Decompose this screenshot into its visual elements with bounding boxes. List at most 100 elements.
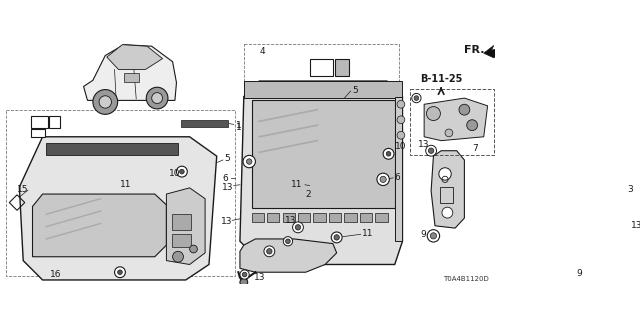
Circle shape: [295, 225, 301, 230]
Bar: [360, 212, 372, 222]
Circle shape: [285, 239, 291, 244]
Text: 1: 1: [236, 121, 242, 130]
Bar: [252, 100, 395, 208]
Circle shape: [589, 203, 603, 217]
Text: FR.: FR.: [465, 45, 485, 55]
Circle shape: [467, 120, 477, 131]
Text: 4: 4: [259, 47, 265, 56]
Bar: [329, 212, 341, 222]
Circle shape: [623, 225, 628, 231]
Circle shape: [240, 270, 249, 279]
Text: 13: 13: [285, 216, 296, 225]
Bar: [49, 116, 60, 128]
Bar: [282, 212, 295, 222]
Bar: [310, 60, 333, 76]
Bar: [252, 212, 264, 222]
Circle shape: [439, 168, 451, 180]
Circle shape: [189, 245, 197, 253]
Text: 15: 15: [17, 185, 29, 194]
Circle shape: [243, 155, 255, 168]
Bar: [47, 143, 178, 155]
Text: 9: 9: [420, 230, 426, 239]
Circle shape: [397, 100, 404, 108]
Bar: [172, 214, 191, 230]
Text: 6: 6: [222, 174, 228, 183]
Circle shape: [152, 93, 163, 103]
Text: 11: 11: [362, 229, 374, 238]
Text: 13: 13: [222, 183, 234, 192]
Bar: [124, 73, 140, 82]
Circle shape: [428, 148, 434, 153]
Circle shape: [377, 173, 389, 186]
Circle shape: [115, 267, 125, 278]
Circle shape: [589, 244, 603, 258]
Circle shape: [459, 104, 470, 115]
Circle shape: [284, 236, 292, 246]
Circle shape: [412, 93, 421, 103]
Text: 1: 1: [236, 123, 242, 132]
Bar: [181, 120, 228, 127]
Polygon shape: [107, 45, 163, 69]
Text: 16: 16: [51, 270, 62, 279]
Polygon shape: [431, 151, 465, 228]
Text: 13: 13: [254, 273, 266, 282]
Circle shape: [383, 148, 394, 159]
Circle shape: [147, 87, 168, 109]
Circle shape: [414, 96, 419, 100]
Polygon shape: [484, 45, 503, 58]
Text: 6: 6: [395, 173, 401, 182]
Text: 7: 7: [472, 144, 478, 153]
Bar: [314, 212, 326, 222]
Circle shape: [292, 222, 303, 233]
Text: T0A4B1120D: T0A4B1120D: [444, 276, 489, 282]
Bar: [31, 129, 45, 137]
Circle shape: [118, 270, 122, 275]
Polygon shape: [33, 194, 166, 257]
Circle shape: [587, 271, 593, 278]
Polygon shape: [240, 239, 337, 272]
Bar: [244, 44, 399, 164]
Text: 5: 5: [225, 154, 230, 163]
Circle shape: [397, 116, 404, 124]
Circle shape: [177, 166, 188, 177]
Text: 11: 11: [291, 180, 303, 189]
Circle shape: [430, 233, 436, 239]
Text: 11: 11: [120, 180, 131, 189]
Text: 9: 9: [577, 269, 582, 278]
Circle shape: [584, 268, 596, 281]
Text: 3: 3: [627, 185, 633, 194]
Bar: [298, 212, 310, 222]
Text: 10: 10: [395, 141, 406, 151]
Circle shape: [243, 272, 247, 277]
Bar: [410, 89, 494, 155]
Circle shape: [442, 207, 452, 218]
Circle shape: [332, 232, 342, 243]
Bar: [31, 116, 48, 128]
Circle shape: [380, 176, 386, 182]
Circle shape: [620, 223, 631, 234]
Text: 13: 13: [221, 217, 232, 227]
Polygon shape: [19, 137, 217, 280]
Polygon shape: [84, 45, 177, 100]
Circle shape: [334, 235, 339, 240]
Circle shape: [173, 251, 184, 262]
Bar: [376, 212, 388, 222]
Bar: [335, 60, 349, 76]
Polygon shape: [166, 188, 205, 265]
Circle shape: [607, 236, 616, 246]
Text: 10: 10: [169, 169, 180, 179]
Polygon shape: [582, 191, 625, 270]
Text: 2: 2: [306, 190, 311, 199]
Text: 13: 13: [418, 140, 429, 149]
Circle shape: [386, 151, 391, 156]
Bar: [244, 81, 403, 98]
Circle shape: [93, 90, 118, 114]
Bar: [172, 234, 191, 247]
Polygon shape: [395, 97, 403, 241]
Circle shape: [426, 145, 436, 156]
Circle shape: [426, 107, 440, 121]
Circle shape: [99, 96, 111, 108]
Text: 5: 5: [352, 86, 358, 95]
Bar: [344, 212, 357, 222]
Text: 13: 13: [631, 220, 640, 229]
